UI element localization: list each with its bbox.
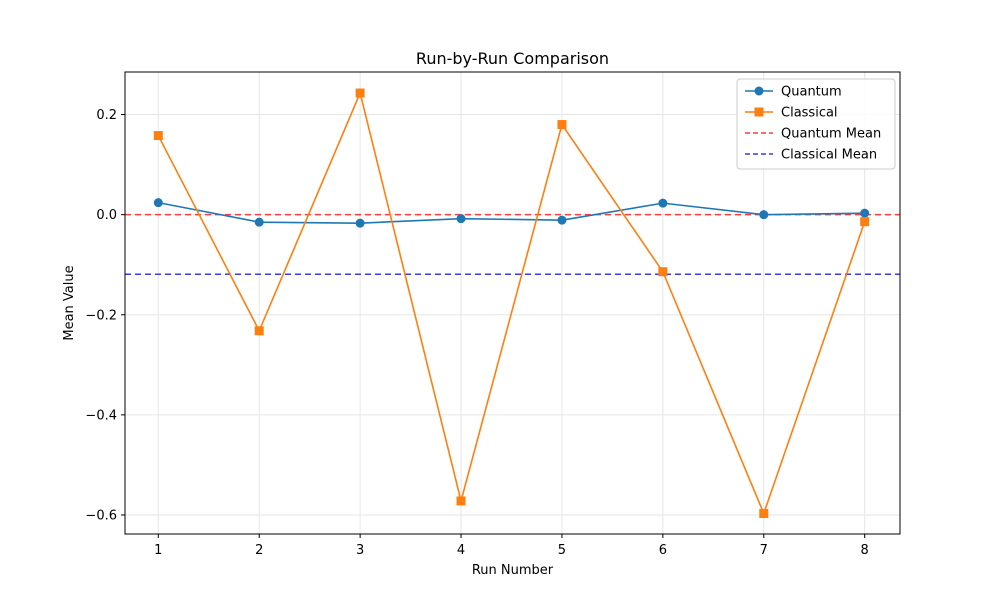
x-axis-label: Run Number: [472, 563, 554, 578]
y-tick-label: −0.4: [85, 408, 117, 423]
data-point-classical: [254, 326, 264, 336]
data-point-classical: [153, 131, 163, 141]
x-tick-label: 8: [861, 543, 869, 558]
legend-label-classical-mean: Classical Mean: [781, 148, 877, 163]
legend-box: [736, 78, 896, 170]
legend-entry-classical-mean: Classical Mean: [745, 148, 877, 163]
y-axis-label: Mean Value: [62, 265, 77, 340]
data-point-quantum: [759, 210, 769, 220]
axis-ticks: 1 2 3 4 5 6 7 8 0.2 0.0 −0.2 −0.4 −0.6: [85, 108, 868, 558]
legend-marker-classical: [754, 107, 764, 117]
x-tick-label: 7: [760, 543, 768, 558]
legend-label-quantum-mean: Quantum Mean: [781, 127, 881, 142]
y-tick-label: −0.2: [85, 308, 117, 323]
legend-entry-classical: Classical: [745, 106, 838, 121]
data-point-classical: [355, 88, 365, 98]
series-line-quantum: [158, 201, 865, 224]
legend-entry-quantum: Quantum: [745, 85, 842, 100]
data-point-quantum: [153, 198, 163, 208]
legend-label-classical: Classical: [781, 106, 838, 121]
x-tick-label: 2: [255, 543, 263, 558]
data-point-quantum: [254, 217, 264, 227]
x-tick-label: 3: [356, 543, 364, 558]
series-line-classical: [157, 90, 866, 516]
chart-title: Run-by-Run Comparison: [416, 49, 609, 68]
legend-label-quantum: Quantum: [781, 85, 842, 100]
series-layer: [153, 88, 870, 518]
data-point-quantum: [860, 208, 870, 218]
y-tick-label: 0.2: [96, 108, 117, 123]
data-point-quantum: [355, 218, 365, 228]
data-point-classical: [557, 120, 567, 130]
data-point-quantum: [456, 214, 466, 224]
x-tick-label: 6: [659, 543, 667, 558]
data-point-classical: [456, 496, 466, 506]
legend-marker-quantum: [754, 86, 764, 96]
data-point-quantum: [658, 198, 668, 208]
x-tick-label: 1: [154, 543, 162, 558]
x-tick-label: 4: [457, 543, 465, 558]
data-point-classical: [658, 267, 668, 277]
data-point-classical: [759, 508, 769, 518]
legend-entry-quantum-mean: Quantum Mean: [745, 127, 881, 142]
legend: Quantum Classical Quantum Mean Classical Me…: [736, 78, 896, 170]
y-tick-label: 0.0: [96, 208, 117, 223]
y-tick-label: −0.6: [85, 508, 117, 523]
data-point-quantum: [557, 215, 567, 225]
data-point-classical: [860, 217, 870, 227]
x-tick-label: 5: [558, 543, 566, 558]
plot-frame: [124, 71, 901, 535]
